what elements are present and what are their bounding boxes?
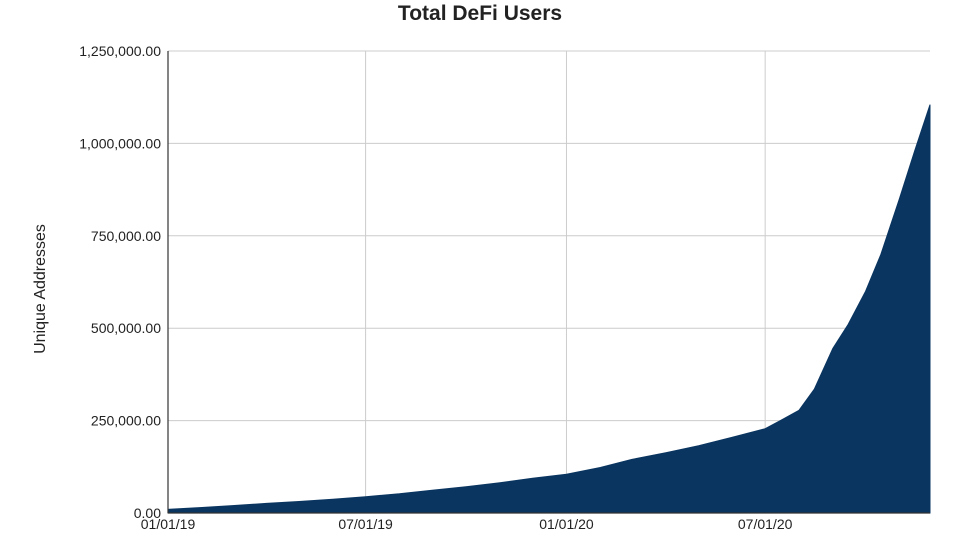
chart-title: Total DeFi Users [398,2,562,25]
y-tick-label: 0.00 [134,505,161,521]
y-tick-label: 500,000.00 [91,320,161,336]
x-tick-labels: 01/01/19 07/01/19 01/01/20 07/01/20 [141,516,793,532]
y-tick-label: 1,250,000.00 [79,43,161,59]
x-tick-label: 01/01/20 [539,516,594,532]
axes [167,51,930,514]
y-axis-label: Unique Addresses [32,224,49,354]
y-tick-label: 1,000,000.00 [79,135,161,151]
x-tick-label: 07/01/20 [738,516,793,532]
y-tick-labels: 0.00 250,000.00 500,000.00 750,000.00 1,000,… [79,43,161,521]
y-tick-label: 250,000.00 [91,413,161,429]
area-series-0 [167,104,931,514]
grid-lines [168,50,930,513]
y-tick-label: 750,000.00 [91,228,161,244]
x-tick-label: 07/01/19 [338,516,393,532]
area-series [167,104,931,514]
x-tick-label: 01/01/19 [141,516,196,532]
